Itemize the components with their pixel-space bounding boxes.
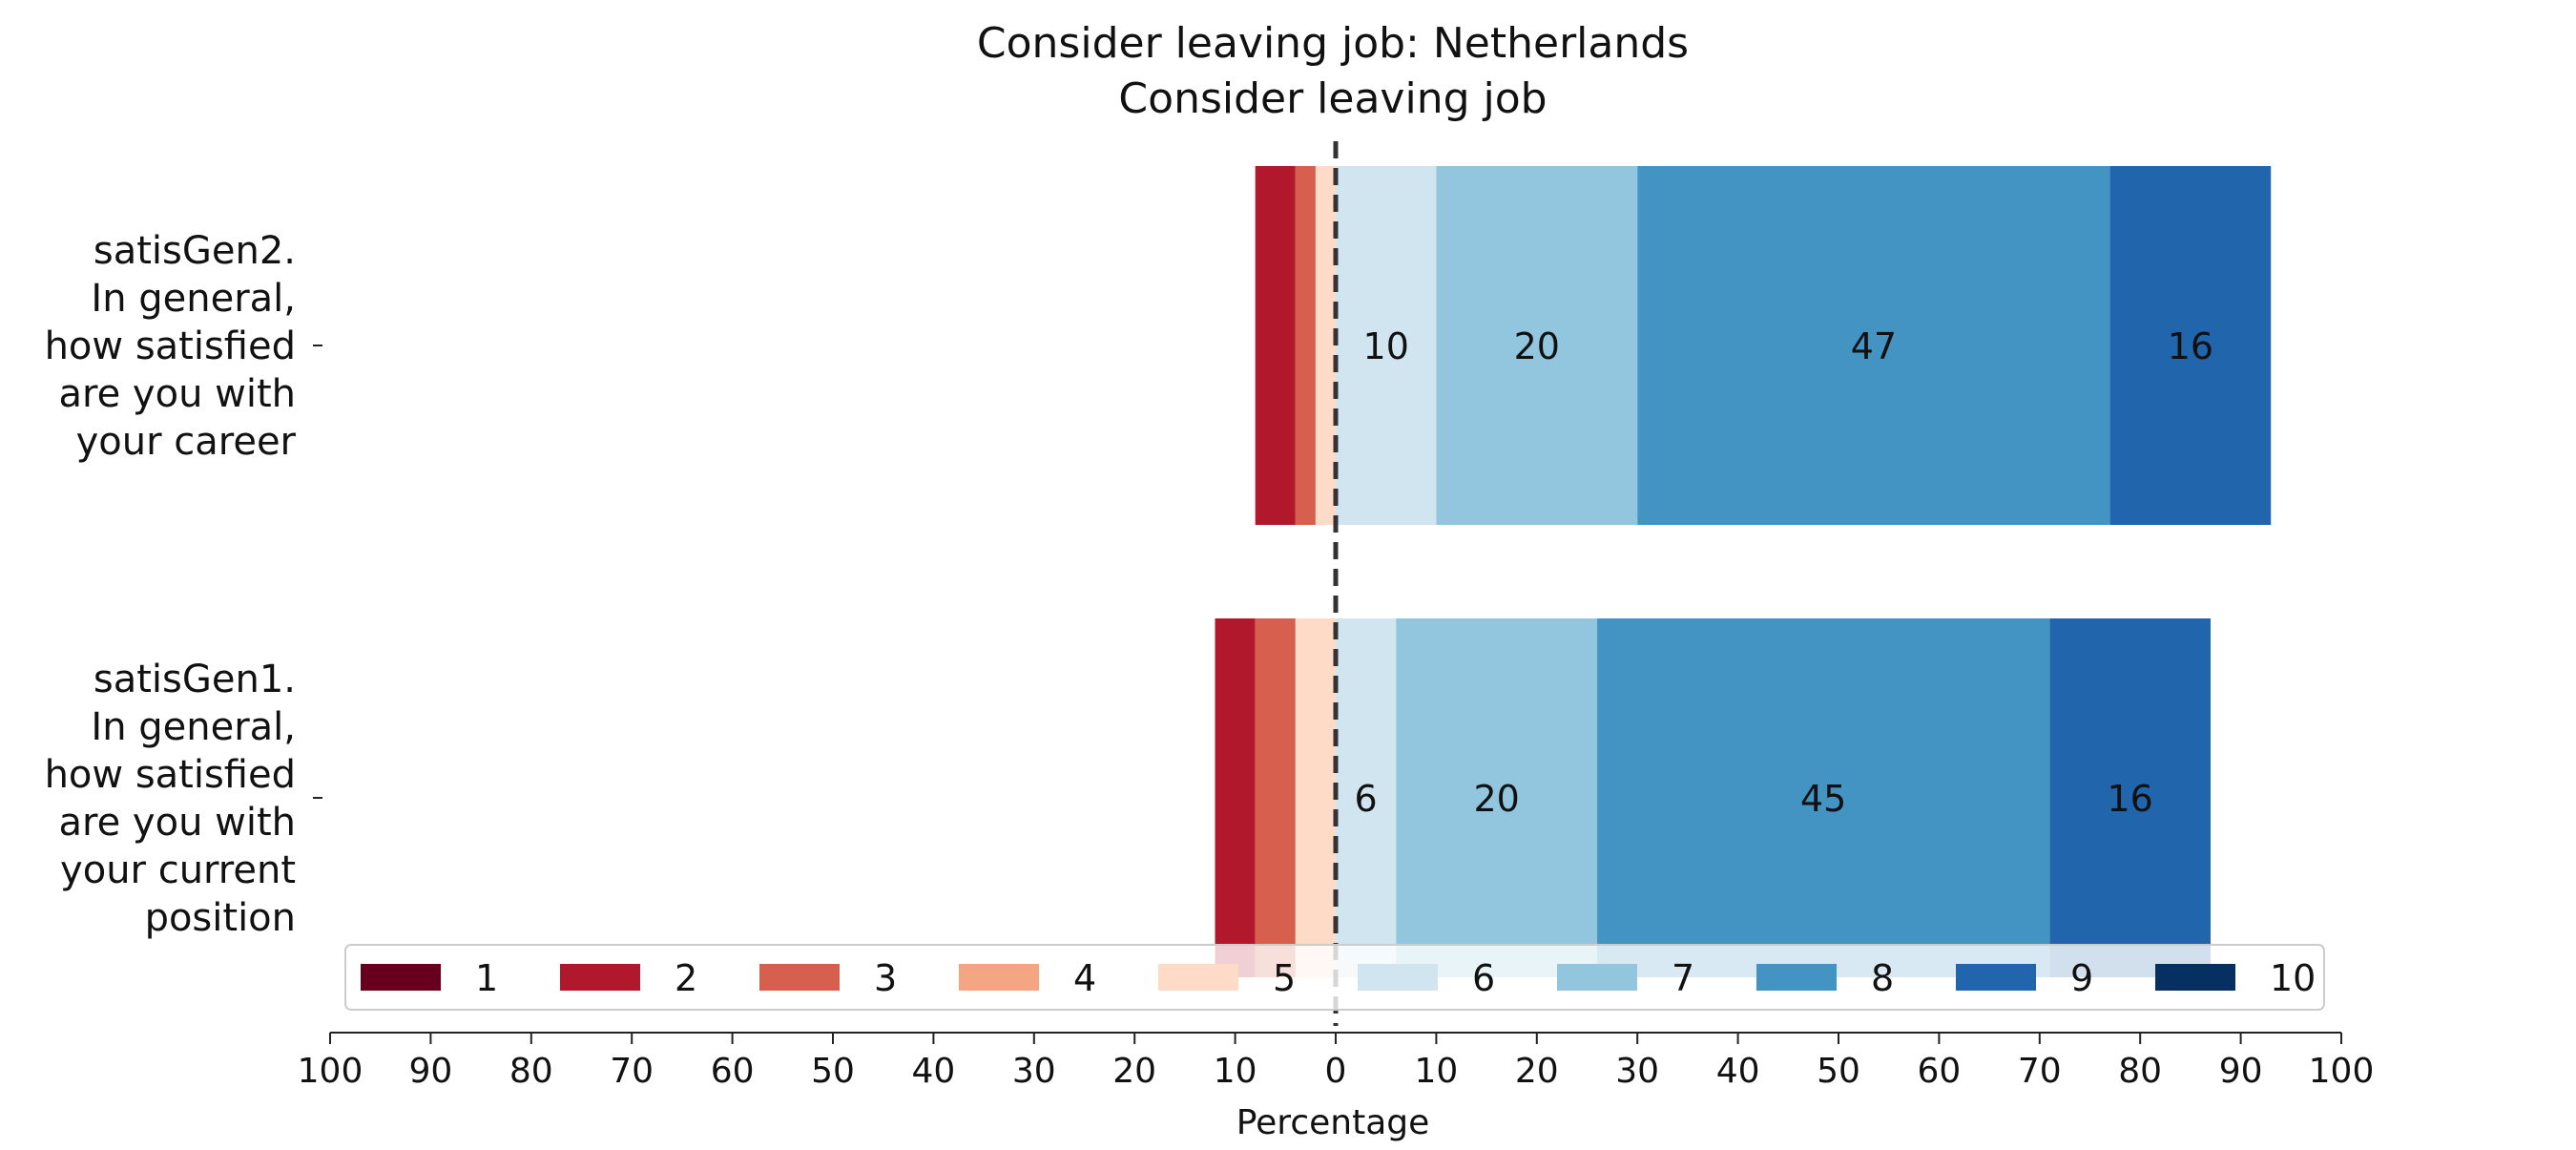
data-labels-layer: 10 20 47 16 6 20 45 16 [1355,325,2214,820]
x-tick-label: 20 [1112,1052,1156,1091]
legend-label-10: 10 [2270,957,2316,999]
bar-segment-8-row-2 [1597,618,2050,977]
bar-segment-8-row-1 [1637,166,2110,525]
legend-label-3: 3 [874,957,897,999]
x-tick-label: 20 [1515,1052,1559,1091]
data-label-row-1-seg-8: 47 [1851,325,1897,367]
x-tick-label: 80 [509,1052,553,1091]
data-label-row-2-seg-9: 16 [2107,778,2152,820]
legend-label-6: 6 [1472,957,1495,999]
x-tick-label: 70 [2018,1052,2062,1091]
bar-segment-6-row-1 [1336,166,1437,525]
bar-segment-2-row-2 [1215,618,1256,977]
x-tick-label: 90 [2219,1052,2263,1091]
x-axis-title: Percentage [1236,1103,1430,1142]
x-tick-label: 80 [2118,1052,2162,1091]
legend: 1 2 3 4 5 6 7 8 9 10 [344,944,2325,1011]
legend-label-7: 7 [1672,957,1694,999]
x-tick-label: 60 [711,1052,755,1091]
legend-label-2: 2 [675,957,697,999]
data-label-row-1-seg-6: 10 [1363,325,1409,367]
x-tick-label: 40 [911,1052,955,1091]
legend-swatch-1 [361,964,441,991]
data-label-row-1-seg-9: 16 [2168,325,2213,367]
chart-title: Consider leaving job: Netherlands [977,19,1689,68]
legend-label-5: 5 [1273,957,1296,999]
bar-segment-2-row-1 [1255,166,1296,525]
legend-swatch-6 [1358,964,1438,991]
legend-label-1: 1 [475,957,498,999]
bar-segment-9-row-1 [2109,166,2272,525]
x-tick-label: 100 [298,1052,364,1091]
bar-segment-3-row-1 [1295,166,1316,525]
bar-segment-3-row-2 [1255,618,1296,977]
y-axis: satisGen2. In general, how satisfied are yo… [45,229,322,940]
x-tick-label: 40 [1716,1052,1760,1091]
legend-swatch-10 [2155,964,2235,991]
legend-label-8: 8 [1871,957,1894,999]
x-tick-label: 10 [1214,1052,1257,1091]
data-label-row-2-seg-7: 20 [1473,778,1519,820]
x-tick-label: 50 [1817,1052,1860,1091]
chart-subtitle: Consider leaving job [1118,74,1547,123]
bar-segment-9-row-2 [2049,618,2211,977]
legend-swatch-9 [1956,964,2036,991]
x-tick-label: 50 [811,1052,855,1091]
legend-label-9: 9 [2070,957,2093,999]
x-tick-label: 30 [1012,1052,1056,1091]
x-axis: 100 90 80 70 60 50 40 30 20 10 0 10 20 30 40 50 60 70 80 90… [298,1032,2375,1091]
y-category-label-1: satisGen2. In general, how satisfied are yo… [45,229,297,464]
y-category-label-2: satisGen1. In general, how satisfied are yo… [45,658,296,940]
bars-layer [1215,166,2272,977]
data-label-row-2-seg-8: 45 [1800,778,1846,820]
legend-swatch-8 [1756,964,1837,991]
legend-label-4: 4 [1073,957,1096,999]
x-tick-label: 90 [408,1052,452,1091]
x-tick-label: 30 [1615,1052,1659,1091]
data-label-row-2-seg-6: 6 [1355,778,1378,820]
legend-swatch-5 [1158,964,1238,991]
x-tick-label: 100 [2309,1052,2375,1091]
x-tick-label: 10 [1414,1052,1458,1091]
bar-segment-5-row-2 [1295,618,1336,977]
bar-segment-7-row-1 [1436,166,1638,525]
data-label-row-1-seg-7: 20 [1514,325,1560,367]
x-tick-label: 60 [1917,1052,1961,1091]
legend-swatch-4 [959,964,1039,991]
legend-swatch-2 [560,964,640,991]
bar-segment-5-row-1 [1315,166,1336,525]
legend-swatch-7 [1557,964,1637,991]
x-tick-label: 0 [1325,1052,1347,1091]
x-tick-label: 70 [610,1052,654,1091]
bar-segment-6-row-2 [1336,618,1397,977]
legend-frame [344,944,2325,1011]
bar-segment-7-row-2 [1396,618,1598,977]
legend-swatch-3 [759,964,840,991]
